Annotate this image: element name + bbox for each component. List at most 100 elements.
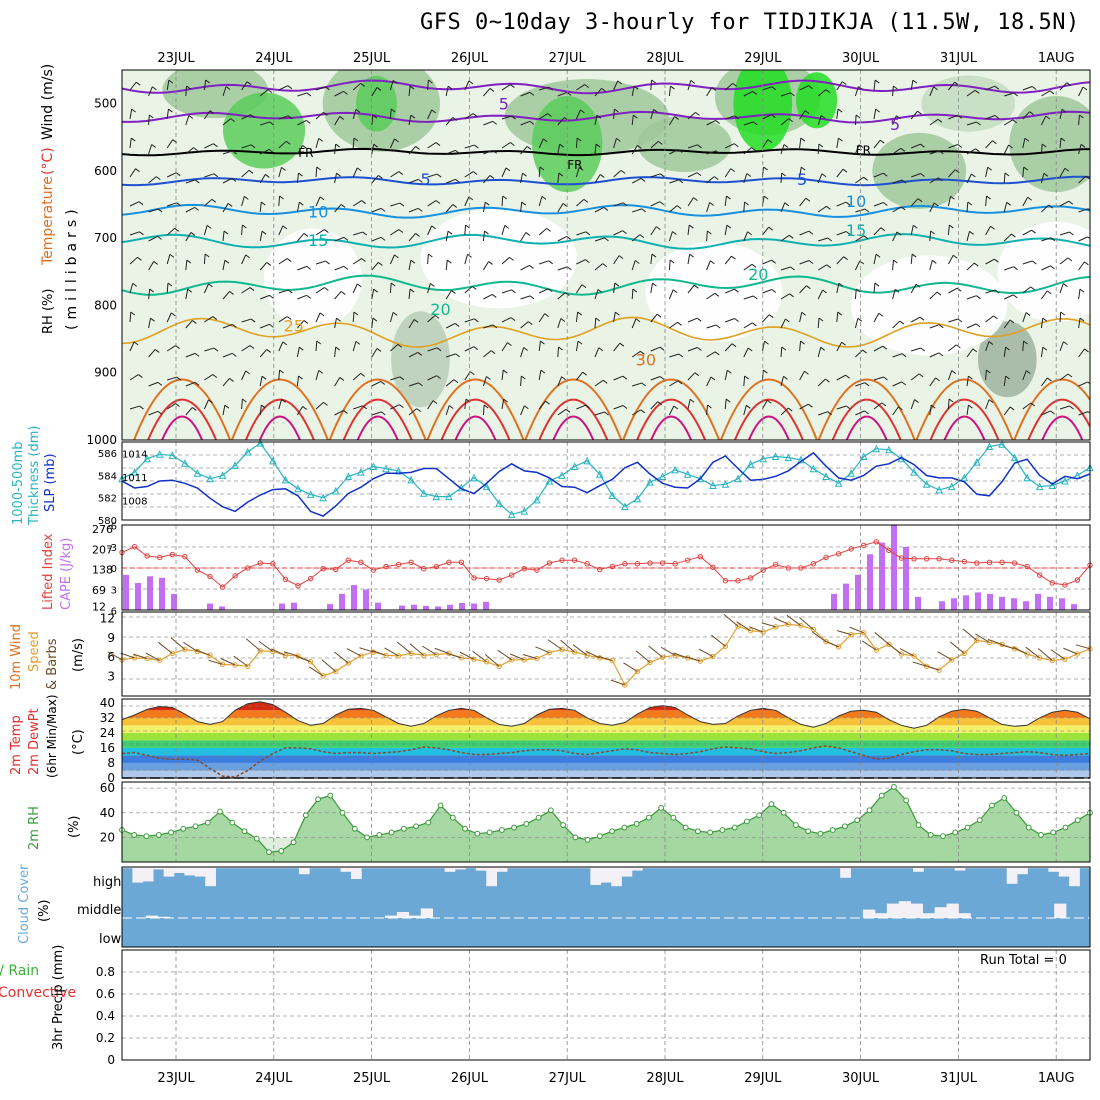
wind-barb-flag [901,179,907,184]
wind-barb-flag [130,137,136,142]
thickness-point [558,471,566,479]
wind-speed-point [936,667,942,673]
wind-barb [166,345,176,352]
cloud-high-gap [517,867,529,869]
wind-barb [947,370,953,381]
wind-barb-flag [1087,208,1090,211]
cape-tick: 12 [92,600,106,613]
wind-barb-flag [693,284,699,289]
cloud-high-gap [1037,867,1049,869]
ylabel-rh2m-units: (%) [67,816,82,839]
thickness-point [683,470,692,478]
wind-barb [724,143,735,149]
wind-barb [650,313,658,323]
wind-barb [445,204,454,213]
wind-barb [520,173,523,184]
thickness-point [973,457,981,466]
thickness-point [419,489,428,497]
ylabel-cape: CAPE (J/kg) [59,538,74,610]
wind-speed-point [672,652,678,658]
cloud-high-gap [611,867,622,887]
wind-speed-point [395,653,402,659]
wind-barb-flag [936,291,942,296]
wind-barb-flag [827,237,833,242]
date-label-top: 1AUG [1038,51,1075,66]
wind-barb-flag [992,140,997,145]
wind-barb-flag [152,86,157,91]
wind-barb-flag [709,202,714,206]
surface-barb [258,640,274,652]
wind-barb-flag [319,312,325,317]
wind-barb [985,341,990,352]
wind-barb-flag [336,172,341,177]
thickness-point [608,491,617,499]
lifted-index-point [182,553,188,560]
cloud-high-gap [298,867,310,875]
rh2m-panel [119,784,1093,862]
cape-bar [939,601,945,610]
wind-barb [1004,92,1014,97]
wind-barb [185,289,189,300]
wind-barb [129,374,139,381]
wind-barb [817,378,826,387]
thickness-point [331,486,340,495]
wind-barb-flag [845,201,851,206]
wind-barb-flag [232,323,237,328]
wind-barb-flag [428,253,433,258]
wind-barb-flag [781,346,787,351]
wind-barb [948,114,958,120]
wind-barb-flag [994,258,999,263]
wind-barb-flag [874,79,880,84]
wind-barb-flag [305,120,311,124]
wind-barb [762,259,772,265]
isotherm-35c-arc [1027,398,1090,440]
wind-barb [799,110,806,120]
wind-barb [296,173,299,184]
wind-barb-flag [1085,175,1090,180]
thickness-tick: 586 [98,449,117,460]
wind-barb [557,235,567,242]
wind-barb [334,265,345,271]
date-label-bottom: 28JUL [646,1071,684,1086]
cape-bar [435,606,441,610]
ylabel-wind-units: (m/s) [71,638,86,672]
wind-barb-flag [380,207,386,212]
wind-barb-flag [376,348,382,352]
wind-barb-flag [340,291,346,295]
date-label-bottom: 30JUL [842,1071,880,1086]
rh2m-ylabel: 2m RH (%) [27,806,82,850]
rh-point [633,820,640,827]
wind-barb-flag [783,375,788,380]
wind-barb [836,201,847,207]
wind-barb-flag [785,318,790,323]
cape-bar [279,603,285,610]
cape-bar [891,525,897,610]
wind-barb-flag [804,370,809,375]
cape-bar [1059,598,1065,610]
wind-barb-flag [432,400,438,405]
cloud-high-gap [496,867,508,872]
wind-barb-flag [635,318,641,323]
ylabel-millibars: (millibars) [64,204,80,330]
wind-barb-flag [971,173,976,178]
wind-barb-flag [558,346,563,351]
li-ylabel: Lifted Index CAPE (J/kg) [41,533,74,610]
ylabel-temperature-units: (°C) [40,147,56,175]
wind-barb [966,201,969,213]
wind-barb-flag [229,291,234,295]
cape-bar [915,596,921,610]
wind-barb [948,169,956,178]
wind-barb-flag [510,317,516,322]
cloud-middle-gap [157,916,171,918]
rh-point [266,849,272,856]
wind-barb-flag [976,295,981,300]
wind-speed-point [710,653,716,660]
wind-barb [334,318,337,329]
surface-barb [1012,646,1028,655]
wind-barb [204,173,215,178]
rh-point [596,833,603,840]
wind-barb-flag [361,258,366,262]
wind-barb [482,261,490,271]
wind-barb [538,341,541,352]
wind-barb [966,323,977,329]
